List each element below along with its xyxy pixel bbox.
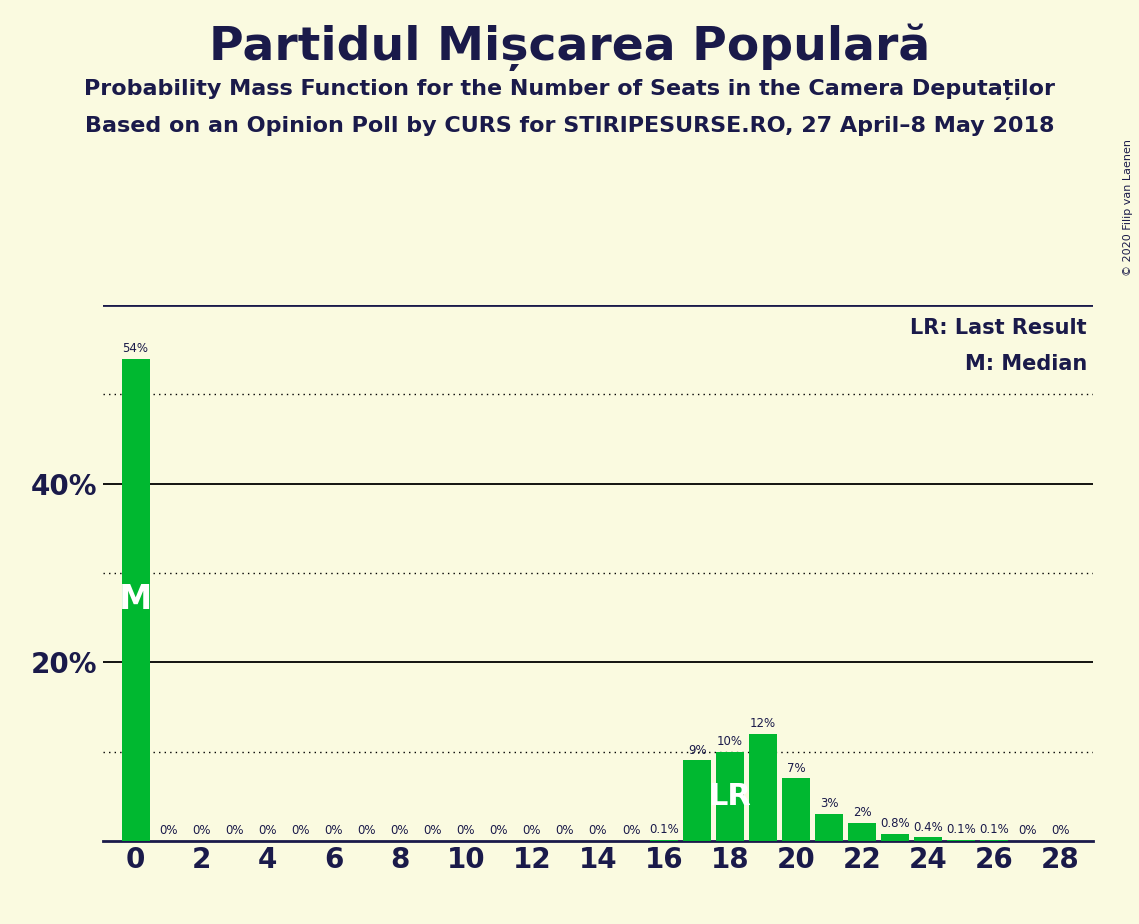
Text: 0%: 0% xyxy=(226,824,244,837)
Text: 0%: 0% xyxy=(556,824,574,837)
Text: LR: Last Result: LR: Last Result xyxy=(910,319,1087,338)
Text: M: M xyxy=(118,583,153,616)
Bar xyxy=(849,823,876,841)
Text: 0%: 0% xyxy=(1051,824,1070,837)
Text: 0%: 0% xyxy=(523,824,541,837)
Bar xyxy=(882,833,909,841)
Text: M: Median: M: Median xyxy=(965,354,1087,374)
Text: 0%: 0% xyxy=(1018,824,1036,837)
Bar xyxy=(716,751,744,841)
Text: 0.8%: 0.8% xyxy=(880,817,910,830)
Text: 0.1%: 0.1% xyxy=(947,823,976,836)
Text: 0%: 0% xyxy=(424,824,442,837)
Text: 0%: 0% xyxy=(159,824,178,837)
Text: 0.1%: 0.1% xyxy=(980,823,1009,836)
Text: 0%: 0% xyxy=(325,824,343,837)
Text: 0%: 0% xyxy=(589,824,607,837)
Text: Probability Mass Function for the Number of Seats in the Camera Deputaților: Probability Mass Function for the Number… xyxy=(84,79,1055,100)
Text: 9%: 9% xyxy=(688,744,706,757)
Text: Based on an Opinion Poll by CURS for STIRIPESURSE.RO, 27 April–8 May 2018: Based on an Opinion Poll by CURS for STI… xyxy=(84,116,1055,136)
Text: 54%: 54% xyxy=(123,342,148,355)
Bar xyxy=(122,359,149,841)
Text: 7%: 7% xyxy=(787,761,805,774)
Text: 0%: 0% xyxy=(391,824,409,837)
Bar xyxy=(749,734,777,841)
Text: 12%: 12% xyxy=(751,717,776,730)
Bar xyxy=(683,760,711,841)
Text: LR: LR xyxy=(708,782,752,810)
Text: 10%: 10% xyxy=(718,735,743,748)
Text: 0%: 0% xyxy=(259,824,277,837)
Text: 0.4%: 0.4% xyxy=(913,821,943,833)
Text: Partidul Mișcarea Populară: Partidul Mișcarea Populară xyxy=(208,23,931,70)
Text: 0%: 0% xyxy=(192,824,211,837)
Text: 0%: 0% xyxy=(490,824,508,837)
Text: 0%: 0% xyxy=(457,824,475,837)
Bar xyxy=(782,778,810,841)
Bar xyxy=(915,837,942,841)
Text: 0%: 0% xyxy=(292,824,310,837)
Text: 0%: 0% xyxy=(358,824,376,837)
Text: 3%: 3% xyxy=(820,797,838,810)
Text: 0.1%: 0.1% xyxy=(649,823,679,836)
Text: © 2020 Filip van Laenen: © 2020 Filip van Laenen xyxy=(1123,139,1133,275)
Text: 2%: 2% xyxy=(853,807,871,820)
Text: 0%: 0% xyxy=(622,824,640,837)
Bar xyxy=(816,814,843,841)
